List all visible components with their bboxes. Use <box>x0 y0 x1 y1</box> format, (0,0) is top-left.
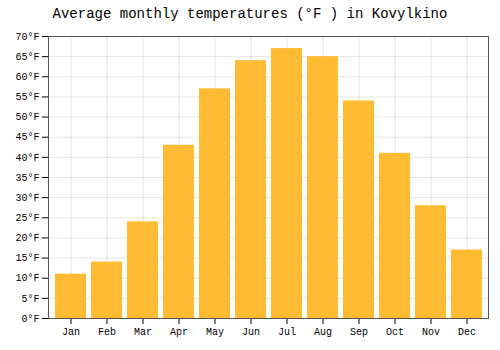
svg-text:Feb: Feb <box>98 327 116 338</box>
svg-text:0°F: 0°F <box>21 314 39 325</box>
svg-text:55°F: 55°F <box>15 92 39 103</box>
svg-text:25°F: 25°F <box>15 213 39 224</box>
svg-text:Apr: Apr <box>170 327 188 338</box>
svg-text:40°F: 40°F <box>15 153 39 164</box>
svg-text:10°F: 10°F <box>15 273 39 284</box>
svg-text:70°F: 70°F <box>15 32 39 43</box>
svg-text:May: May <box>206 327 224 338</box>
svg-text:20°F: 20°F <box>15 233 39 244</box>
svg-text:15°F: 15°F <box>15 253 39 264</box>
svg-text:Mar: Mar <box>134 327 152 338</box>
svg-text:60°F: 60°F <box>15 72 39 83</box>
svg-text:5°F: 5°F <box>21 294 39 305</box>
svg-text:Nov: Nov <box>422 327 440 338</box>
svg-text:Dec: Dec <box>458 327 476 338</box>
svg-text:Sep: Sep <box>350 327 368 338</box>
svg-text:Aug: Aug <box>314 327 332 338</box>
svg-text:Jan: Jan <box>62 327 80 338</box>
svg-text:50°F: 50°F <box>15 112 39 123</box>
svg-text:Jun: Jun <box>242 327 260 338</box>
svg-text:35°F: 35°F <box>15 173 39 184</box>
svg-text:Jul: Jul <box>278 327 296 338</box>
svg-text:Oct: Oct <box>386 327 404 338</box>
svg-text:30°F: 30°F <box>15 193 39 204</box>
html-text:Average monthly temperatures (: Average monthly temperatures (°F ) in Ko… <box>52 6 448 22</box>
svg-text:65°F: 65°F <box>15 52 39 63</box>
svg-text:45°F: 45°F <box>15 132 39 143</box>
